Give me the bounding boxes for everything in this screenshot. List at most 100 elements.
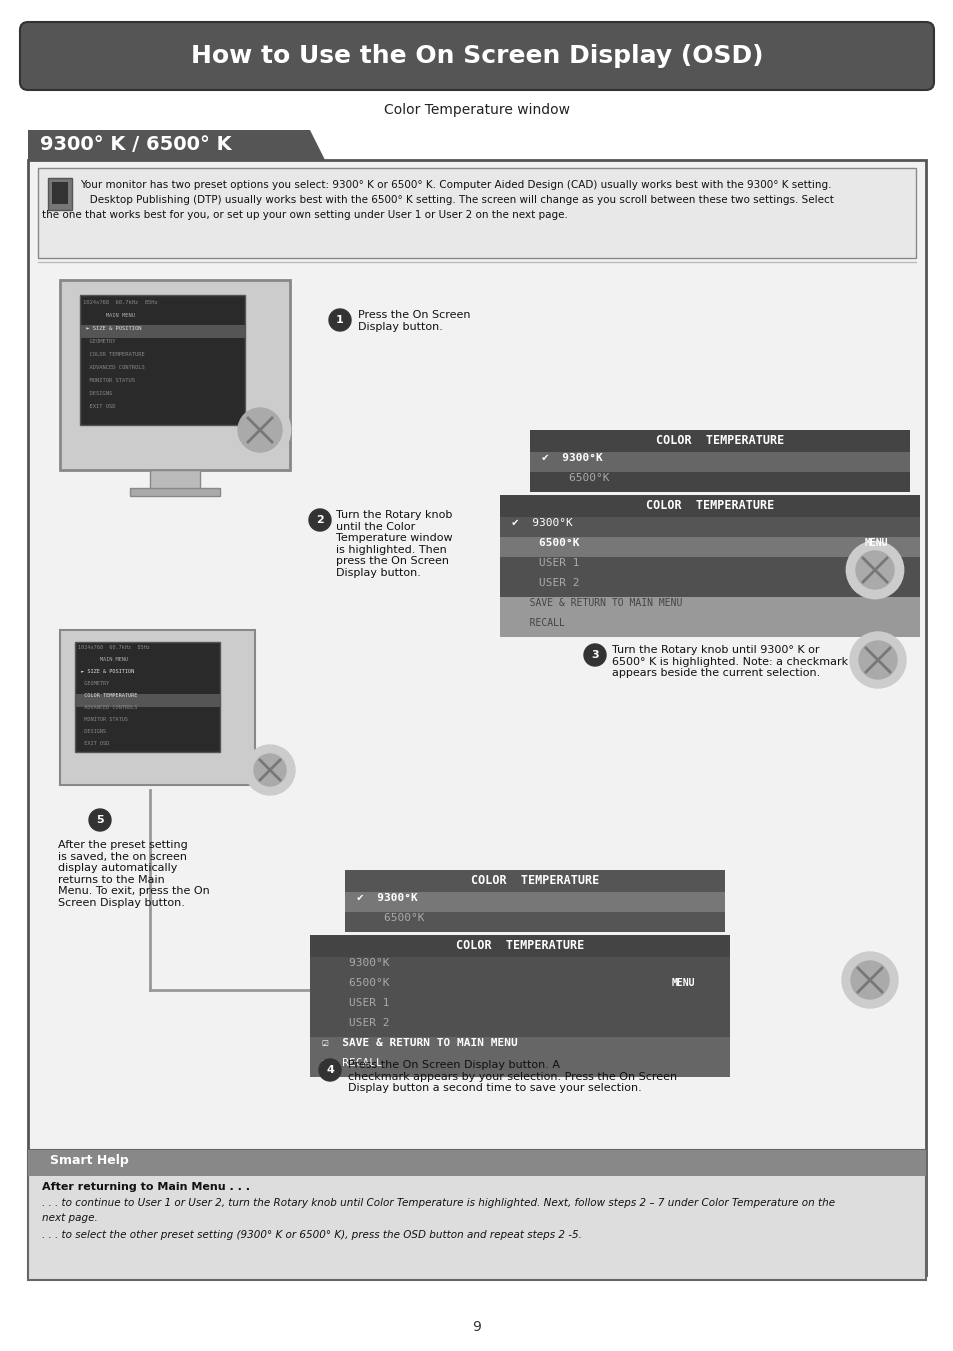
Circle shape <box>846 542 902 598</box>
Bar <box>310 957 729 977</box>
Bar <box>499 617 919 638</box>
Text: COLOR TEMPERATURE: COLOR TEMPERATURE <box>78 693 137 698</box>
Circle shape <box>309 509 331 531</box>
Bar <box>310 997 729 1017</box>
Text: ☑  SAVE & RETURN TO MAIN MENU: ☑ SAVE & RETURN TO MAIN MENU <box>322 1038 517 1048</box>
Text: MENU: MENU <box>671 978 695 988</box>
Text: RECALL: RECALL <box>512 617 564 628</box>
Bar <box>310 1017 729 1038</box>
Text: 1: 1 <box>335 315 343 326</box>
Text: COLOR  TEMPERATURE: COLOR TEMPERATURE <box>655 434 783 447</box>
Bar <box>60 280 290 470</box>
Text: After returning to Main Menu . . .: After returning to Main Menu . . . <box>42 1182 250 1192</box>
Circle shape <box>318 1059 340 1081</box>
Text: MAIN MENU: MAIN MENU <box>83 313 135 317</box>
Bar <box>499 577 919 597</box>
Bar <box>28 1150 925 1175</box>
Text: 9: 9 <box>472 1320 481 1333</box>
Bar <box>499 536 919 557</box>
Circle shape <box>237 408 282 453</box>
Text: next page.: next page. <box>42 1213 97 1223</box>
Text: MAIN MENU: MAIN MENU <box>78 657 128 662</box>
Bar <box>310 935 729 957</box>
Text: Smart Help: Smart Help <box>50 1154 129 1167</box>
Text: ► SIZE & POSITION: ► SIZE & POSITION <box>78 669 134 674</box>
Text: USER 2: USER 2 <box>512 578 578 588</box>
Text: Turn the Rotary knob until 9300° K or
6500° K is highlighted. Note: a checkmark
: Turn the Rotary knob until 9300° K or 65… <box>612 644 847 678</box>
Text: 4: 4 <box>326 1065 334 1075</box>
Bar <box>499 557 919 577</box>
Bar <box>80 326 245 338</box>
Circle shape <box>329 309 351 331</box>
Text: ☑  RECALL: ☑ RECALL <box>322 1058 382 1069</box>
Circle shape <box>583 644 605 666</box>
Circle shape <box>858 640 896 680</box>
Text: 1024x768  60.7kHz  85Hz: 1024x768 60.7kHz 85Hz <box>83 300 157 305</box>
Circle shape <box>849 632 905 688</box>
Text: 9300°K: 9300°K <box>322 958 389 969</box>
Bar <box>75 642 220 753</box>
Bar <box>310 1056 729 1077</box>
Text: ✔  9300°K: ✔ 9300°K <box>541 453 602 463</box>
Text: How to Use the On Screen Display (OSD): How to Use the On Screen Display (OSD) <box>191 45 762 68</box>
Bar <box>75 694 220 707</box>
Circle shape <box>841 952 897 1008</box>
Text: DESIGNS: DESIGNS <box>78 730 106 734</box>
Bar <box>530 430 909 453</box>
Bar <box>28 159 925 1275</box>
Text: Press the On Screen
Display button.: Press the On Screen Display button. <box>357 309 470 331</box>
Text: MONITOR STATUS: MONITOR STATUS <box>78 717 128 721</box>
Text: DESIGNS: DESIGNS <box>83 390 112 396</box>
Bar <box>530 453 909 471</box>
Text: 6500°K: 6500°K <box>512 538 578 549</box>
Text: 2: 2 <box>315 515 323 526</box>
Text: COLOR  TEMPERATURE: COLOR TEMPERATURE <box>645 499 773 512</box>
Bar <box>499 494 919 517</box>
Text: GEOMETRY: GEOMETRY <box>78 681 110 686</box>
Bar <box>38 168 915 258</box>
Bar <box>530 471 909 492</box>
Text: MENU: MENU <box>864 538 887 549</box>
Text: COLOR TEMPERATURE: COLOR TEMPERATURE <box>83 353 145 357</box>
Text: COLOR  TEMPERATURE: COLOR TEMPERATURE <box>471 874 598 888</box>
Text: USER 1: USER 1 <box>322 998 389 1008</box>
Circle shape <box>89 809 111 831</box>
Text: 1024x768  60.7kHz  85Hz: 1024x768 60.7kHz 85Hz <box>78 644 150 650</box>
Bar <box>80 295 245 426</box>
Text: After the preset setting
is saved, the on screen
display automatically
returns t: After the preset setting is saved, the o… <box>58 840 210 908</box>
Text: 6500°K: 6500°K <box>356 913 424 923</box>
Bar <box>130 488 220 496</box>
Text: SAVE & RETURN TO MAIN MENU: SAVE & RETURN TO MAIN MENU <box>512 598 681 608</box>
Text: GEOMETRY: GEOMETRY <box>83 339 115 345</box>
Text: . . . to continue to User 1 or User 2, turn the Rotary knob until Color Temperat: . . . to continue to User 1 or User 2, t… <box>42 1198 834 1208</box>
Text: 6500°K: 6500°K <box>541 473 609 484</box>
Text: MONITOR STATUS: MONITOR STATUS <box>83 378 135 382</box>
Text: Your monitor has two preset options you select: 9300° K or 6500° K. Computer Aid: Your monitor has two preset options you … <box>80 180 831 190</box>
Bar <box>310 977 729 997</box>
Text: the one that works best for you, or set up your own setting under User 1 or User: the one that works best for you, or set … <box>42 209 567 220</box>
Text: USER 1: USER 1 <box>512 558 578 567</box>
Text: Press the On Screen Display button. A
checkmark appears by your selection. Press: Press the On Screen Display button. A ch… <box>348 1061 677 1093</box>
Text: . . . to select the other preset setting (9300° K or 6500° K), press the OSD but: . . . to select the other preset setting… <box>42 1229 581 1240</box>
Text: Color Temperature window: Color Temperature window <box>384 103 569 118</box>
Text: ✔  9300°K: ✔ 9300°K <box>512 517 572 528</box>
Text: ADVANCED CONTROLS: ADVANCED CONTROLS <box>78 705 137 711</box>
Bar <box>499 517 919 536</box>
FancyBboxPatch shape <box>20 22 933 91</box>
Polygon shape <box>28 130 325 159</box>
Bar <box>499 597 919 617</box>
Text: EXIT OSD: EXIT OSD <box>83 404 115 409</box>
Bar <box>345 870 724 892</box>
Bar <box>28 1150 925 1279</box>
Text: 9300° K / 6500° K: 9300° K / 6500° K <box>40 135 232 154</box>
Text: USER 2: USER 2 <box>322 1019 389 1028</box>
Circle shape <box>245 744 294 794</box>
Bar <box>48 178 71 209</box>
Bar <box>345 912 724 932</box>
Text: Turn the Rotary knob
until the Color
Temperature window
is highlighted. Then
pre: Turn the Rotary knob until the Color Tem… <box>335 509 452 578</box>
Circle shape <box>230 400 290 459</box>
Text: ✔  9300°K: ✔ 9300°K <box>356 893 417 902</box>
Bar <box>52 182 68 204</box>
Text: COLOR  TEMPERATURE: COLOR TEMPERATURE <box>456 939 583 952</box>
Text: ► SIZE & POSITION: ► SIZE & POSITION <box>83 326 141 331</box>
